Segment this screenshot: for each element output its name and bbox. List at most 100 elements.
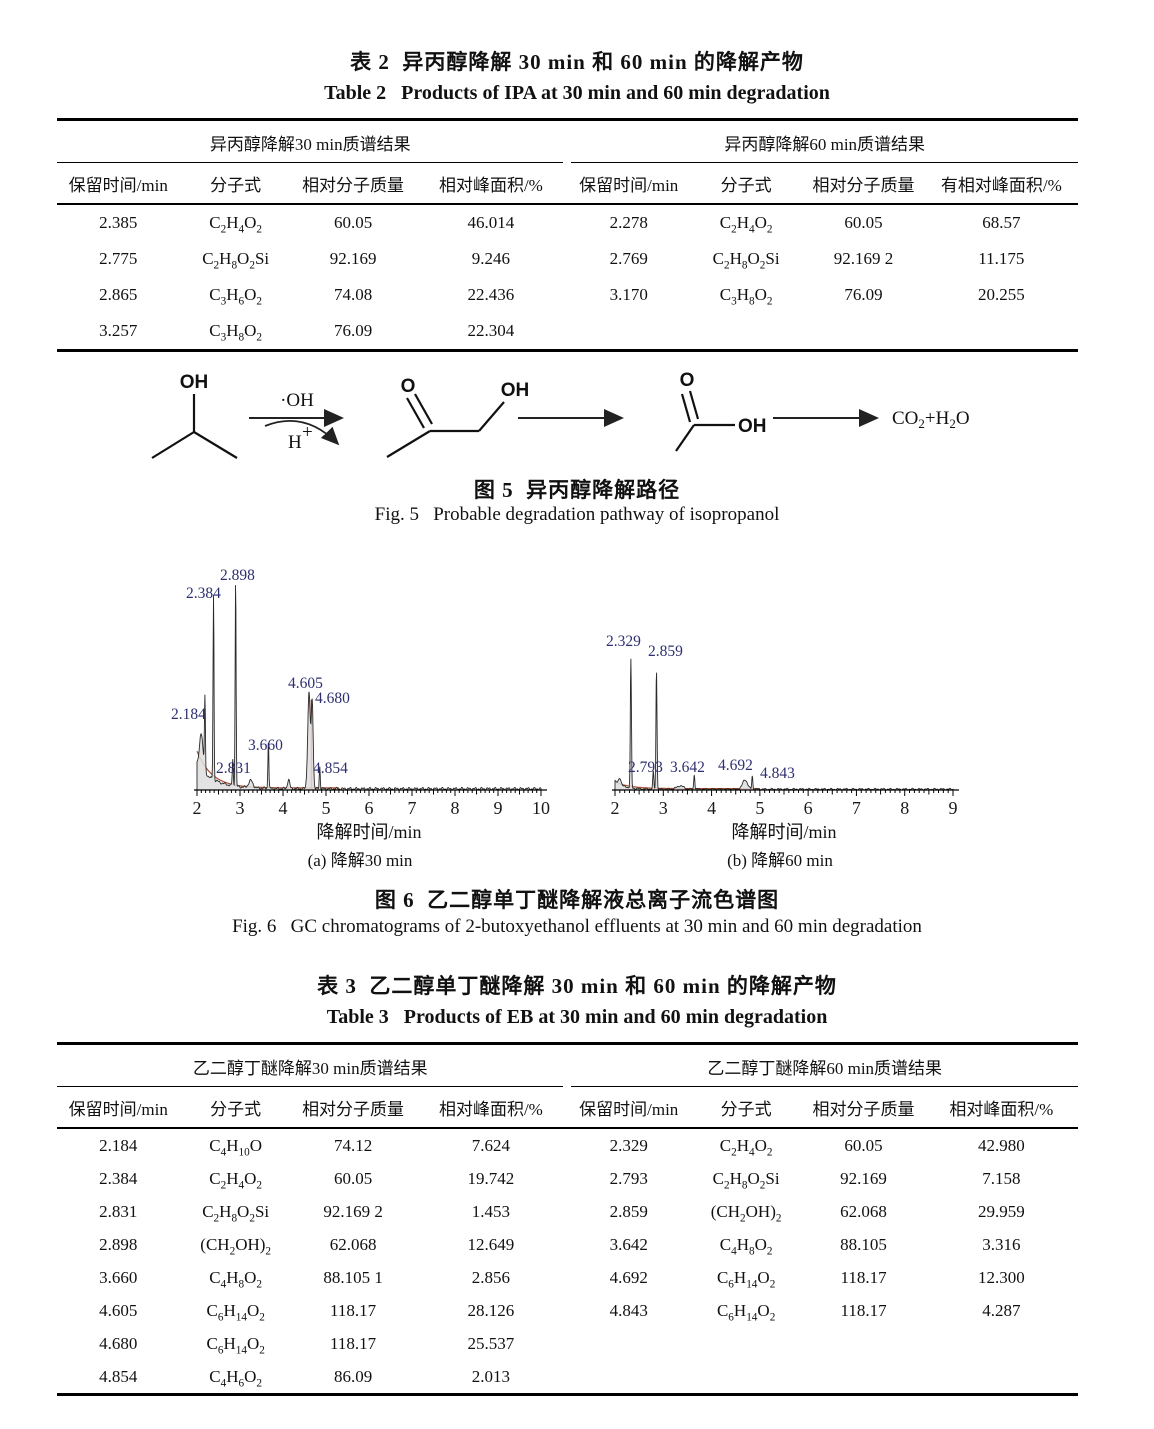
table-cell: 68.57 bbox=[982, 213, 1021, 232]
chromatogram-plot: 2 3 4 5 6 7 8 9 降解时间/min 2.329 2.793 2.859 3.642 4.69… bbox=[606, 633, 959, 842]
table-cell: 2.013 bbox=[471, 1367, 511, 1386]
proton-curved-arrow bbox=[264, 420, 340, 446]
table-cell: 20.255 bbox=[977, 285, 1025, 304]
table-row: 2.775 C2H8O2Si 92.169 9.246 2.769 C2H8O2Si 92.… bbox=[57, 241, 1078, 277]
table-row: 2.865 C3H6O2 74.08 22.436 3.170 C3H8O2 76.09 20… bbox=[57, 277, 1078, 313]
figure6-caption-zh: 图 6 乙二醇单丁醚降解液总离子流色谱图 bbox=[374, 888, 780, 912]
table-cell: 9.246 bbox=[471, 249, 511, 268]
column-header: 保留时间/min bbox=[579, 176, 679, 195]
x-tick-label: 10 bbox=[532, 798, 550, 818]
table-cell: 3.316 bbox=[982, 1235, 1021, 1254]
x-tick-label: 9 bbox=[949, 798, 958, 818]
column-header: 相对峰面积/% bbox=[438, 176, 543, 195]
group-header-left: 异丙醇降解30 min质谱结果 bbox=[57, 121, 564, 163]
peak-label: 4.680 bbox=[315, 690, 350, 707]
table-cell: 2.831 bbox=[99, 1202, 138, 1221]
table-cell: C2H4O2 bbox=[719, 213, 773, 236]
table-cell: 12.300 bbox=[977, 1268, 1025, 1287]
peak-label: 4.854 bbox=[313, 760, 348, 777]
table-cell bbox=[925, 1327, 1078, 1360]
table-cell: 118.17 bbox=[330, 1334, 377, 1353]
table-cell: C2H4O2 bbox=[719, 1136, 773, 1159]
table-header-rule bbox=[57, 1127, 1078, 1129]
table-cell: 92.169 bbox=[840, 1169, 887, 1188]
column-header: 有相对峰面积/% bbox=[940, 176, 1062, 195]
table2-title-en: Table 2 Products of IPA at 30 min and 60… bbox=[324, 82, 830, 104]
table-cell: 46.014 bbox=[467, 213, 515, 232]
table-cell: 3.660 bbox=[99, 1268, 138, 1287]
column-header: 分子式 bbox=[720, 1100, 772, 1119]
table-cell: 1.453 bbox=[471, 1202, 511, 1221]
column-header: 分子式 bbox=[210, 1100, 262, 1119]
x-tick-label: 4 bbox=[279, 798, 288, 818]
table-cell bbox=[802, 1327, 925, 1360]
table-cell: C6H14O2 bbox=[716, 1268, 776, 1291]
table-cell: C4H6O2 bbox=[209, 1367, 263, 1390]
table-cell: 60.05 bbox=[844, 213, 883, 232]
table-row: 2.898 (CH2OH)2 62.068 12.649 3.642 C4H8O2 88.1… bbox=[57, 1228, 1078, 1261]
peak-label: 2.831 bbox=[216, 760, 251, 777]
group-header-right: 乙二醇丁醚降解60 min质谱结果 bbox=[571, 1045, 1078, 1087]
table-cell: C6H14O2 bbox=[206, 1334, 265, 1357]
table2: 异丙醇降解30 min质谱结果 异丙醇降解60 min质谱结果 保留时间/min 分子… bbox=[57, 118, 1078, 352]
table-cell bbox=[567, 313, 690, 349]
table-cell: 29.959 bbox=[977, 1202, 1025, 1221]
table-row: 2.385 C2H4O2 60.05 46.014 2.278 C2H4O2 60.05 68… bbox=[57, 205, 1078, 241]
x-tick-label: 7 bbox=[408, 798, 417, 818]
table-cell: 28.126 bbox=[467, 1301, 515, 1320]
table-cell: 60.05 bbox=[844, 1136, 883, 1155]
figure5-caption-en: Fig. 5 Probable degradation pathway of i… bbox=[374, 504, 780, 525]
table-column-header-row: 保留时间/min 分子式 相对分子质量 相对峰面积/% 保留时间/min 分子式 相对分子质… bbox=[57, 1087, 1078, 1127]
peak-label: 3.660 bbox=[248, 737, 283, 754]
x-axis-label: 降解时间/min bbox=[316, 822, 421, 842]
table-header-rule bbox=[57, 203, 1078, 205]
x-tick-label: 4 bbox=[707, 798, 716, 818]
table-cell: C2H8O2Si bbox=[202, 1202, 270, 1225]
table-cell bbox=[925, 313, 1078, 349]
x-tick-label: 2 bbox=[611, 798, 620, 818]
table-cell: 22.436 bbox=[467, 285, 515, 304]
table-cell: 62.068 bbox=[329, 1235, 377, 1254]
table-group-header-row: 乙二醇丁醚降解30 min质谱结果 乙二醇丁醚降解60 min质谱结果 bbox=[57, 1045, 1078, 1087]
table-row: 4.854 C4H6O2 86.09 2.013 bbox=[57, 1360, 1078, 1393]
peak-label: 2.793 bbox=[628, 759, 663, 776]
x-axis-label: 降解时间/min bbox=[731, 822, 836, 842]
table-cell: 2.278 bbox=[609, 213, 648, 232]
table-group-header-row: 异丙醇降解30 min质谱结果 异丙醇降解60 min质谱结果 bbox=[57, 121, 1078, 163]
column-header: 相对分子质量 bbox=[812, 1100, 915, 1119]
table-cell: C2H8O2Si bbox=[712, 249, 780, 272]
acetic-acid-oh-label: OH bbox=[738, 416, 767, 437]
table-cell: 4.605 bbox=[99, 1301, 138, 1320]
column-header: 保留时间/min bbox=[579, 1100, 679, 1119]
x-tick-label: 2 bbox=[193, 798, 202, 818]
table-cell: 60.05 bbox=[333, 213, 373, 232]
table-cell: 2.856 bbox=[471, 1268, 511, 1287]
proton-label: H bbox=[288, 432, 302, 453]
table-row: 3.257 C3H8O2 76.09 22.304 bbox=[57, 313, 1078, 349]
table-cell: 2.385 bbox=[99, 213, 138, 232]
isopropanol-oh-label: OH bbox=[180, 372, 209, 393]
table3-title-zh: 表 3 乙二醇单丁醚降解 30 min 和 60 min 的降解产物 bbox=[317, 974, 837, 998]
table-cell: 3.642 bbox=[609, 1235, 648, 1254]
table-cell: 19.742 bbox=[467, 1169, 515, 1188]
table-cell: 2.865 bbox=[99, 285, 138, 304]
table-cell: 7.158 bbox=[982, 1169, 1021, 1188]
proton-sup-label: + bbox=[302, 422, 313, 443]
trace-line bbox=[196, 585, 542, 791]
x-tick-label: 7 bbox=[852, 798, 861, 818]
table3-title-en: Table 3 Products of EB at 30 min and 60 … bbox=[326, 1006, 828, 1028]
table-cell: 118.17 bbox=[840, 1268, 887, 1287]
x-tick-label: 6 bbox=[365, 798, 374, 818]
chromatogram-a-subcaption: (a) 降解30 min bbox=[307, 851, 413, 870]
table-cell bbox=[690, 313, 802, 349]
peak-label: 2.859 bbox=[648, 643, 683, 660]
table-cell: 12.649 bbox=[467, 1235, 515, 1254]
table-cell: C2H8O2Si bbox=[712, 1169, 780, 1192]
table-cell bbox=[802, 1360, 925, 1393]
group-header-right: 异丙醇降解60 min质谱结果 bbox=[571, 121, 1078, 163]
table-cell bbox=[690, 1360, 802, 1393]
chromatogram-30min: 2 3 4 5 6 7 8 9 10 降解时间/min 2.184 2.384 2.831 2.898 3.… bbox=[155, 552, 565, 852]
x-tick-label: 8 bbox=[451, 798, 460, 818]
table-column-header-row: 保留时间/min 分子式 相对分子质量 相对峰面积/% 保留时间/min 分子式 相对分子质… bbox=[57, 163, 1078, 203]
